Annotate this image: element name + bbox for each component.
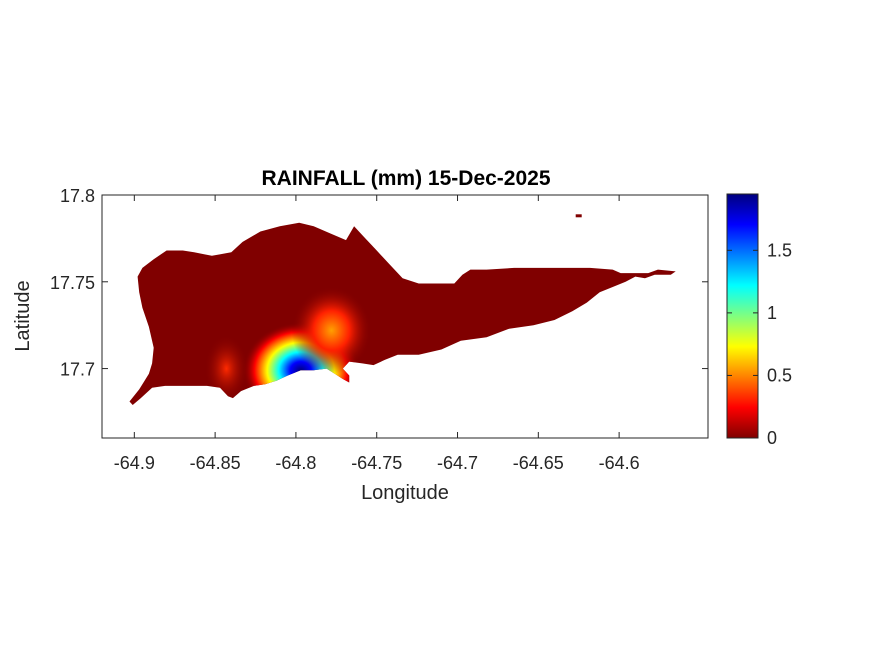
x-axis-label: Longitude [361,482,449,504]
rainfall-hotspot [291,286,372,375]
rainfall-hotspot [204,334,249,403]
x-tick-label: -64.9 [114,453,155,473]
y-tick-label: 17.7 [60,360,95,380]
y-axis-label: Latitude [12,280,34,351]
colorbar-ticks: 0 0.5 1 1.5 [727,240,792,448]
colorbar-tick-label: 1 [767,303,777,323]
x-tick-label: -64.75 [351,453,402,473]
x-tick-label: -64.85 [190,453,241,473]
plot-frame [101,194,709,439]
x-tick-label: -64.8 [275,453,316,473]
small-island [575,214,582,218]
y-tick-label: 17.8 [60,186,95,206]
map-title: RAINFALL (mm) 15-Dec-2025 [261,167,550,190]
x-tick-label: -64.65 [513,453,564,473]
y-axis-ticks: 17.7 17.75 17.8 [50,186,708,380]
x-tick-label: -64.6 [599,453,640,473]
colorbar-tick-label: 1.5 [767,240,792,260]
colorbar-tick-label: 0 [767,428,777,448]
colorbar [726,193,759,439]
x-tick-label: -64.7 [437,453,478,473]
y-tick-label: 17.75 [50,273,95,293]
x-axis-ticks: -64.9 -64.85 -64.8 -64.75 -64.7 -64.65 -64.6 [114,195,640,473]
colorbar-tick-label: 0.5 [767,365,792,385]
